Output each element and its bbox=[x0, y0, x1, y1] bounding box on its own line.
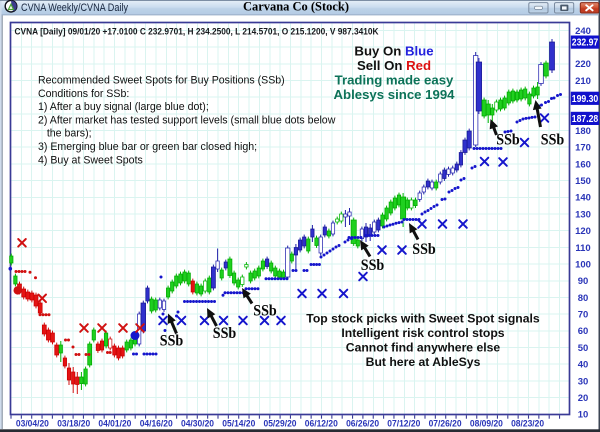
svg-text:220: 220 bbox=[575, 59, 591, 70]
svg-text:07/26/20: 07/26/20 bbox=[429, 419, 462, 429]
svg-text:4) Buy at Sweet Spots: 4) Buy at Sweet Spots bbox=[38, 154, 143, 166]
svg-text:2) After market has tested sup: 2) After market has tested support level… bbox=[38, 114, 336, 126]
svg-text:160: 160 bbox=[575, 159, 591, 170]
svg-text:06/26/20: 06/26/20 bbox=[346, 419, 379, 429]
svg-text:Sell On Red: Sell On Red bbox=[357, 58, 431, 73]
svg-text:140: 140 bbox=[575, 193, 591, 204]
svg-text:SSb: SSb bbox=[412, 241, 436, 258]
svg-text:04/01/20: 04/01/20 bbox=[98, 419, 131, 429]
svg-text:232.97: 232.97 bbox=[572, 38, 599, 49]
svg-text:03/04/20: 03/04/20 bbox=[16, 419, 49, 429]
svg-text:Top stock picks with Sweet Spo: Top stock picks with Sweet Spot signals bbox=[306, 312, 540, 326]
svg-text:Conditions for SSb:: Conditions for SSb: bbox=[38, 88, 129, 100]
svg-text:Carvana Co (Stock): Carvana Co (Stock) bbox=[243, 0, 349, 14]
svg-text:Trading made easy: Trading made easy bbox=[335, 73, 454, 88]
svg-text:110: 110 bbox=[575, 243, 590, 254]
svg-text:CVNA Weekly/CVNA Daily: CVNA Weekly/CVNA Daily bbox=[21, 2, 128, 14]
svg-text:08/09/20: 08/09/20 bbox=[470, 419, 503, 429]
svg-text:150: 150 bbox=[575, 176, 591, 187]
svg-text:08/23/20: 08/23/20 bbox=[511, 419, 544, 429]
svg-text:Ablesys since 1994: Ablesys since 1994 bbox=[334, 87, 456, 102]
svg-text:180: 180 bbox=[575, 126, 591, 137]
svg-text:40: 40 bbox=[578, 360, 589, 371]
svg-text:Buy On Blue: Buy On Blue bbox=[354, 44, 433, 59]
svg-text:SSb: SSb bbox=[361, 257, 385, 274]
svg-text:130: 130 bbox=[575, 209, 591, 220]
svg-text:the bars);: the bars); bbox=[38, 128, 92, 140]
svg-text:Cannot find anywhere else: Cannot find anywhere else bbox=[346, 341, 501, 355]
svg-text:06/12/20: 06/12/20 bbox=[305, 419, 338, 429]
svg-text:But here at AbleSys: But here at AbleSys bbox=[366, 355, 481, 369]
svg-text:04/16/20: 04/16/20 bbox=[140, 419, 173, 429]
svg-text:04/30/20: 04/30/20 bbox=[181, 419, 214, 429]
svg-text:05/29/20: 05/29/20 bbox=[264, 419, 297, 429]
svg-text:SSb: SSb bbox=[213, 325, 237, 342]
svg-text:03/18/20: 03/18/20 bbox=[57, 419, 90, 429]
svg-text:240: 240 bbox=[575, 26, 591, 37]
svg-text:100: 100 bbox=[575, 260, 591, 271]
svg-text:20: 20 bbox=[578, 393, 589, 404]
svg-text:SSb: SSb bbox=[253, 303, 277, 320]
svg-text:1) After a buy signal (large b: 1) After a buy signal (large blue dot); bbox=[38, 101, 209, 113]
svg-text:80: 80 bbox=[578, 293, 589, 304]
svg-text:SSb: SSb bbox=[496, 132, 520, 149]
svg-text:07/12/20: 07/12/20 bbox=[387, 419, 420, 429]
svg-text:10: 10 bbox=[578, 410, 589, 421]
svg-text:SSb: SSb bbox=[541, 132, 565, 149]
svg-text:90: 90 bbox=[578, 276, 589, 287]
svg-text:30: 30 bbox=[578, 376, 589, 387]
svg-text:187.28: 187.28 bbox=[572, 114, 599, 125]
svg-text:50: 50 bbox=[578, 343, 589, 354]
svg-text:210: 210 bbox=[575, 76, 591, 87]
svg-text:Intelligent risk control stops: Intelligent risk control stops bbox=[341, 326, 504, 340]
svg-text:CVNA [Daily] 09/01/20 +17.010: CVNA [Daily] 09/01/20 +17.0100 C 232.970… bbox=[15, 27, 379, 37]
svg-text:170: 170 bbox=[575, 143, 591, 154]
svg-text:SSb: SSb bbox=[160, 333, 184, 350]
svg-text:120: 120 bbox=[575, 226, 591, 237]
svg-text:60: 60 bbox=[578, 326, 589, 337]
svg-text:Recommended Sweet Spots for Bu: Recommended Sweet Spots for Buy Position… bbox=[38, 75, 285, 87]
svg-text:3) Emerging blue bar or green: 3) Emerging blue bar or green bar closed… bbox=[38, 141, 257, 153]
svg-text:199.30: 199.30 bbox=[572, 94, 599, 105]
svg-text:70: 70 bbox=[578, 310, 589, 321]
svg-text:05/14/20: 05/14/20 bbox=[222, 419, 255, 429]
